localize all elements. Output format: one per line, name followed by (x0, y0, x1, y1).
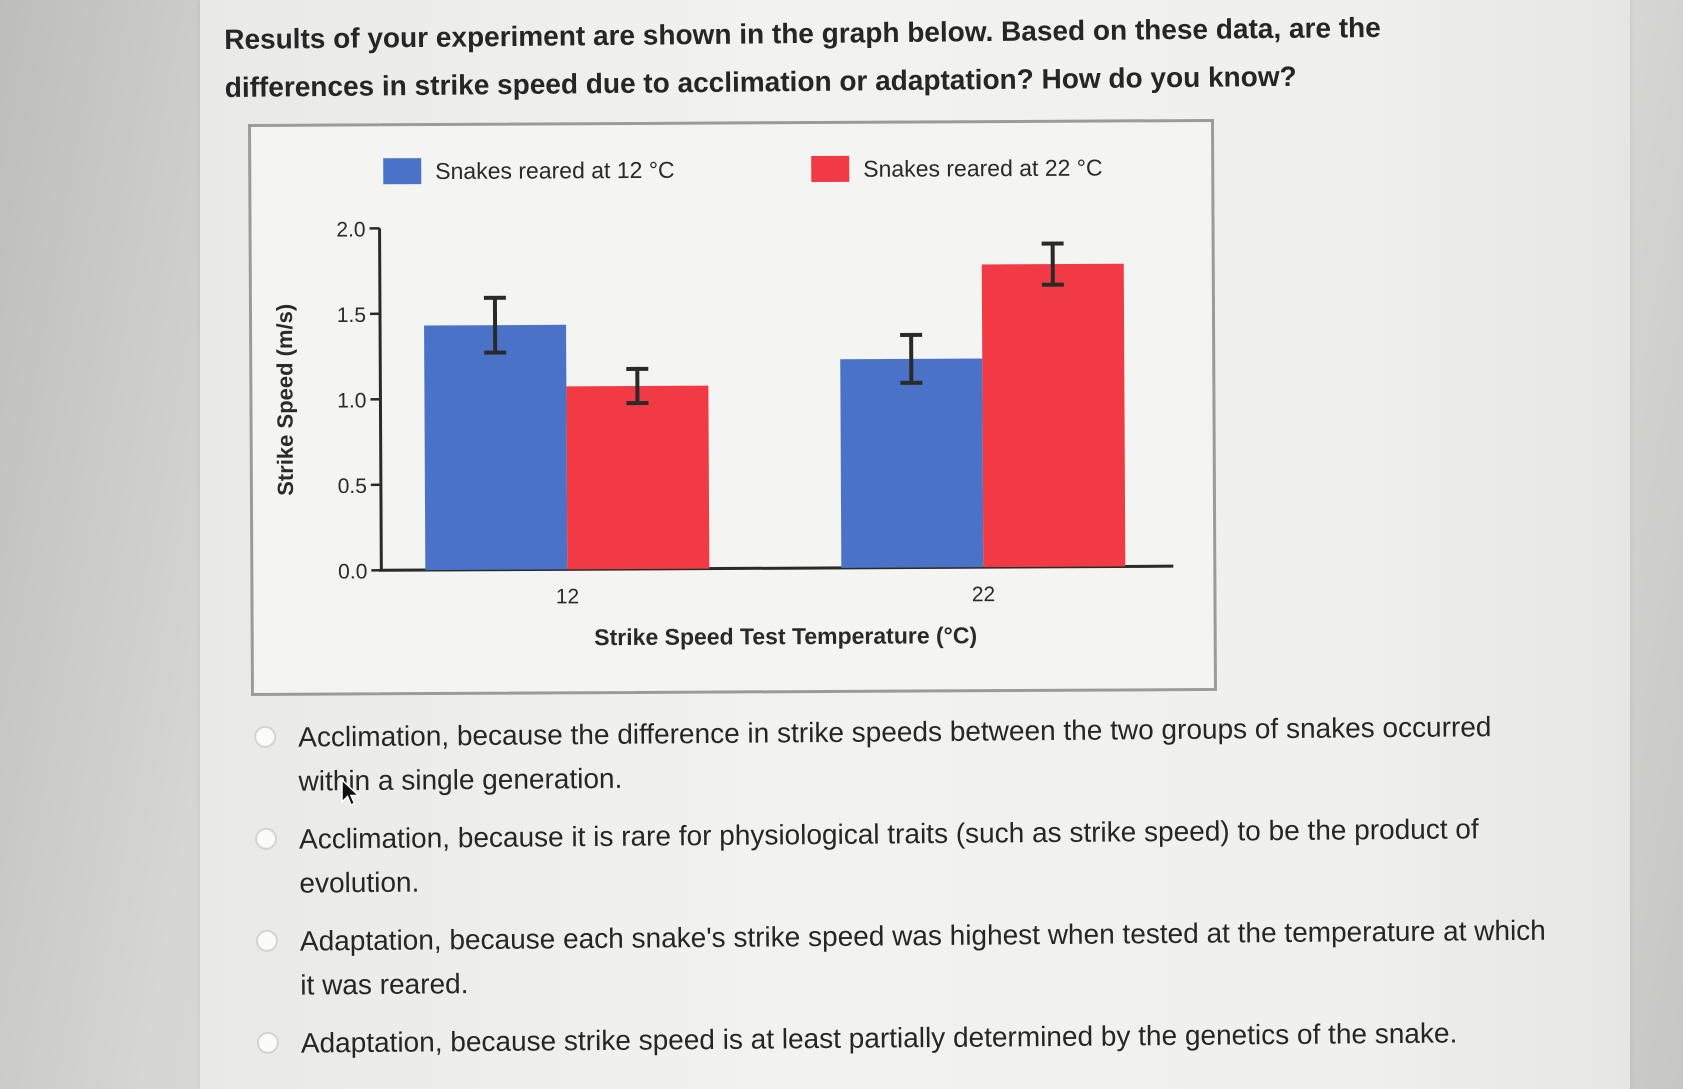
bar-chart: Snakes reared at 12 °C Snakes reared at 2… (272, 155, 1174, 650)
bar (981, 263, 1126, 568)
radio-button[interactable] (254, 725, 277, 748)
radio-button[interactable] (256, 1031, 279, 1054)
legend-swatch (383, 158, 422, 185)
answer-choice-2[interactable]: Acclimation, because it is rare for phys… (251, 807, 1552, 906)
question-text: Results of your experiment are shown in … (224, 11, 1381, 103)
answer-choices: Acclimation, because the difference in s… (250, 705, 1553, 1080)
bar (424, 324, 568, 571)
legend-swatch (811, 155, 850, 183)
answer-choice-label: Acclimation, because it is rare for phys… (298, 813, 1479, 899)
bar-chart-figure: Snakes reared at 12 °C Snakes reared at 2… (248, 118, 1217, 696)
legend-label: Snakes reared at 12 °C (435, 157, 674, 184)
answer-choice-1[interactable]: Acclimation, because the difference in s… (250, 705, 1551, 804)
bar (840, 358, 984, 568)
x-tick-label: 12 (556, 585, 579, 608)
legend-label: Snakes reared at 22 °C (863, 155, 1102, 182)
y-tick-label: 0.5 (338, 475, 367, 498)
answer-choice-label: Adaptation, because strike speed is at l… (300, 1017, 1458, 1059)
bar (566, 385, 710, 570)
radio-button[interactable] (254, 827, 278, 850)
y-tick-label: 0.0 (338, 560, 367, 583)
x-tick-label: 22 (972, 583, 995, 606)
y-tick-label: 2.0 (336, 218, 365, 241)
answer-choice-3[interactable]: Adaptation, because each snake's strike … (252, 909, 1553, 1008)
answer-choice-4[interactable]: Adaptation, because strike speed is at l… (253, 1011, 1553, 1066)
answer-choice-label: Acclimation, because the difference in s… (298, 711, 1492, 797)
radio-button[interactable] (255, 929, 279, 952)
y-tick-label: 1.5 (337, 304, 366, 327)
answer-choice-label: Adaptation, because each snake's strike … (299, 914, 1546, 1001)
mouse-pointer-icon (341, 778, 361, 806)
x-axis-title: Strike Speed Test Temperature (°C) (594, 622, 977, 650)
y-axis-title: Strike Speed (m/s) (272, 304, 298, 496)
y-tick-label: 1.0 (337, 389, 366, 412)
